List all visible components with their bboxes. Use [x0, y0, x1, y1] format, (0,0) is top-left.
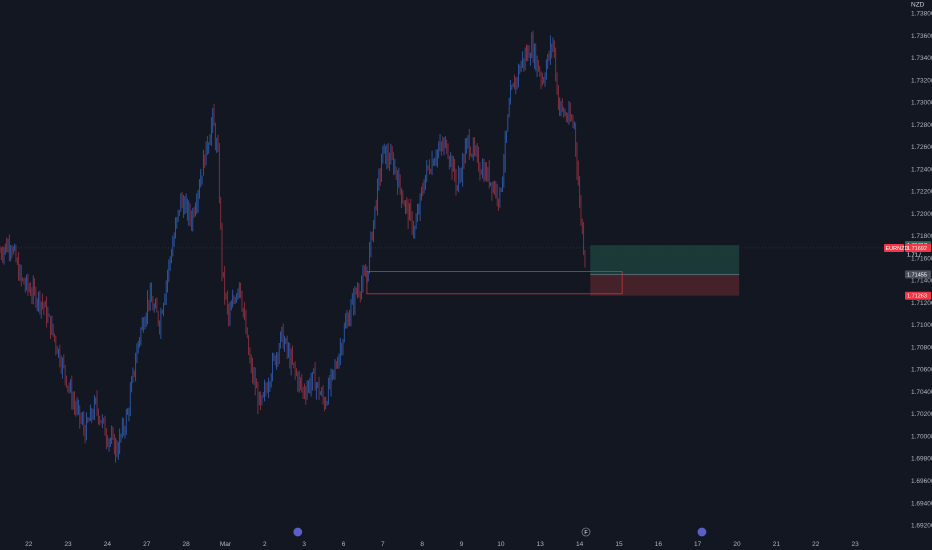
time-tick-label: 23: [64, 541, 72, 548]
time-tick-label: 15: [615, 541, 623, 548]
price-tick-label: 1.70200: [911, 411, 932, 418]
price-tick-label: 1.72000: [911, 211, 932, 218]
price-tick-label: 1.72600: [911, 144, 932, 151]
candles-layer: [0, 30, 586, 463]
rectangle-drawing: [366, 271, 623, 295]
time-tick-label: 22: [812, 541, 820, 548]
rectangle-drawing-layer[interactable]: [366, 271, 623, 295]
time-axis[interactable]: 22 23 24 27 28 Mar 2 3 6 7 8 9 10 13 14 15 16 17 20 21 22 23: [25, 541, 859, 548]
time-tick-label: 17: [694, 541, 702, 548]
event-markers[interactable]: F: [293, 527, 707, 537]
price-tick-label: 1.70600: [911, 367, 932, 374]
stop-price-tag-bg: [905, 291, 931, 300]
position-tool-layer[interactable]: [0, 245, 904, 296]
time-tick-label: 10: [497, 541, 505, 548]
time-tick-label: 9: [460, 541, 464, 548]
current-price-sub: 1.71 /: [907, 252, 921, 258]
event-marker-icon: [581, 527, 591, 537]
time-tick-label: 16: [655, 541, 663, 548]
price-tick-label: 1.70800: [911, 344, 932, 351]
price-tick-label: 1.69200: [911, 523, 932, 530]
time-tick-label: 23: [851, 541, 859, 548]
price-tick-label: 1.71000: [911, 322, 932, 329]
price-tick-label: 1.71600: [911, 255, 932, 262]
instrument-tag: EURNZD: [886, 246, 909, 252]
time-tick-label: 24: [104, 541, 112, 548]
price-tick-label: 1.72800: [911, 122, 932, 129]
entry-price-tag-bg: [905, 270, 931, 279]
price-tick-label: 1.73800: [911, 11, 932, 18]
event-marker-label: F: [584, 530, 588, 536]
time-tick-label: 28: [183, 541, 191, 548]
event-marker-icon: [697, 527, 707, 537]
time-tick-label: 14: [576, 541, 584, 548]
entry-price-tag: 1.71455: [907, 272, 927, 278]
time-tick-label: 27: [143, 541, 151, 548]
time-tick-label: 2: [263, 541, 267, 548]
time-tick-label: 6: [342, 541, 346, 548]
price-tick-label: 1.69400: [911, 500, 932, 507]
time-tick-label: 20: [733, 541, 741, 548]
time-tick-label: 21: [773, 541, 781, 548]
price-tick-label: 1.71200: [911, 300, 932, 307]
time-tick-label: Mar: [220, 541, 232, 548]
stop-zone: [590, 274, 740, 296]
price-tick-label: 1.72200: [911, 189, 932, 196]
time-tick-label: 13: [537, 541, 545, 548]
price-tick-label: 1.69600: [911, 478, 932, 485]
current-price-tag-bg: [905, 243, 931, 252]
price-tick-label: 1.73400: [911, 55, 932, 62]
current-price-tag: 1.71692: [907, 246, 927, 252]
time-tick-label: 22: [25, 541, 33, 548]
currency-label: NZD: [911, 2, 925, 9]
price-axis[interactable]: 1.73800 1.73600 1.73400 1.73200 1.73000 1.728…: [884, 2, 932, 530]
price-tick-label: 1.70000: [911, 433, 932, 440]
price-tick-label: 1.70400: [911, 389, 932, 396]
time-tick-label: 3: [302, 541, 306, 548]
time-tick-label: 8: [420, 541, 424, 548]
event-marker-icon: [293, 527, 303, 537]
stop-price-tag: 1.71263: [907, 294, 927, 300]
instrument-tag-bg: [884, 243, 904, 252]
time-tick-label: 7: [381, 541, 385, 548]
price-tick-label: 1.73000: [911, 100, 932, 107]
price-tick-label: 1.69800: [911, 456, 932, 463]
price-tick-label: 1.71800: [911, 233, 932, 240]
price-tick-label: 1.73200: [911, 77, 932, 84]
price-tick-label: 1.73600: [911, 33, 932, 40]
price-tick-label: 1.72400: [911, 166, 932, 173]
target-zone: [590, 245, 740, 275]
price-tick-label: 1.71400: [911, 278, 932, 285]
